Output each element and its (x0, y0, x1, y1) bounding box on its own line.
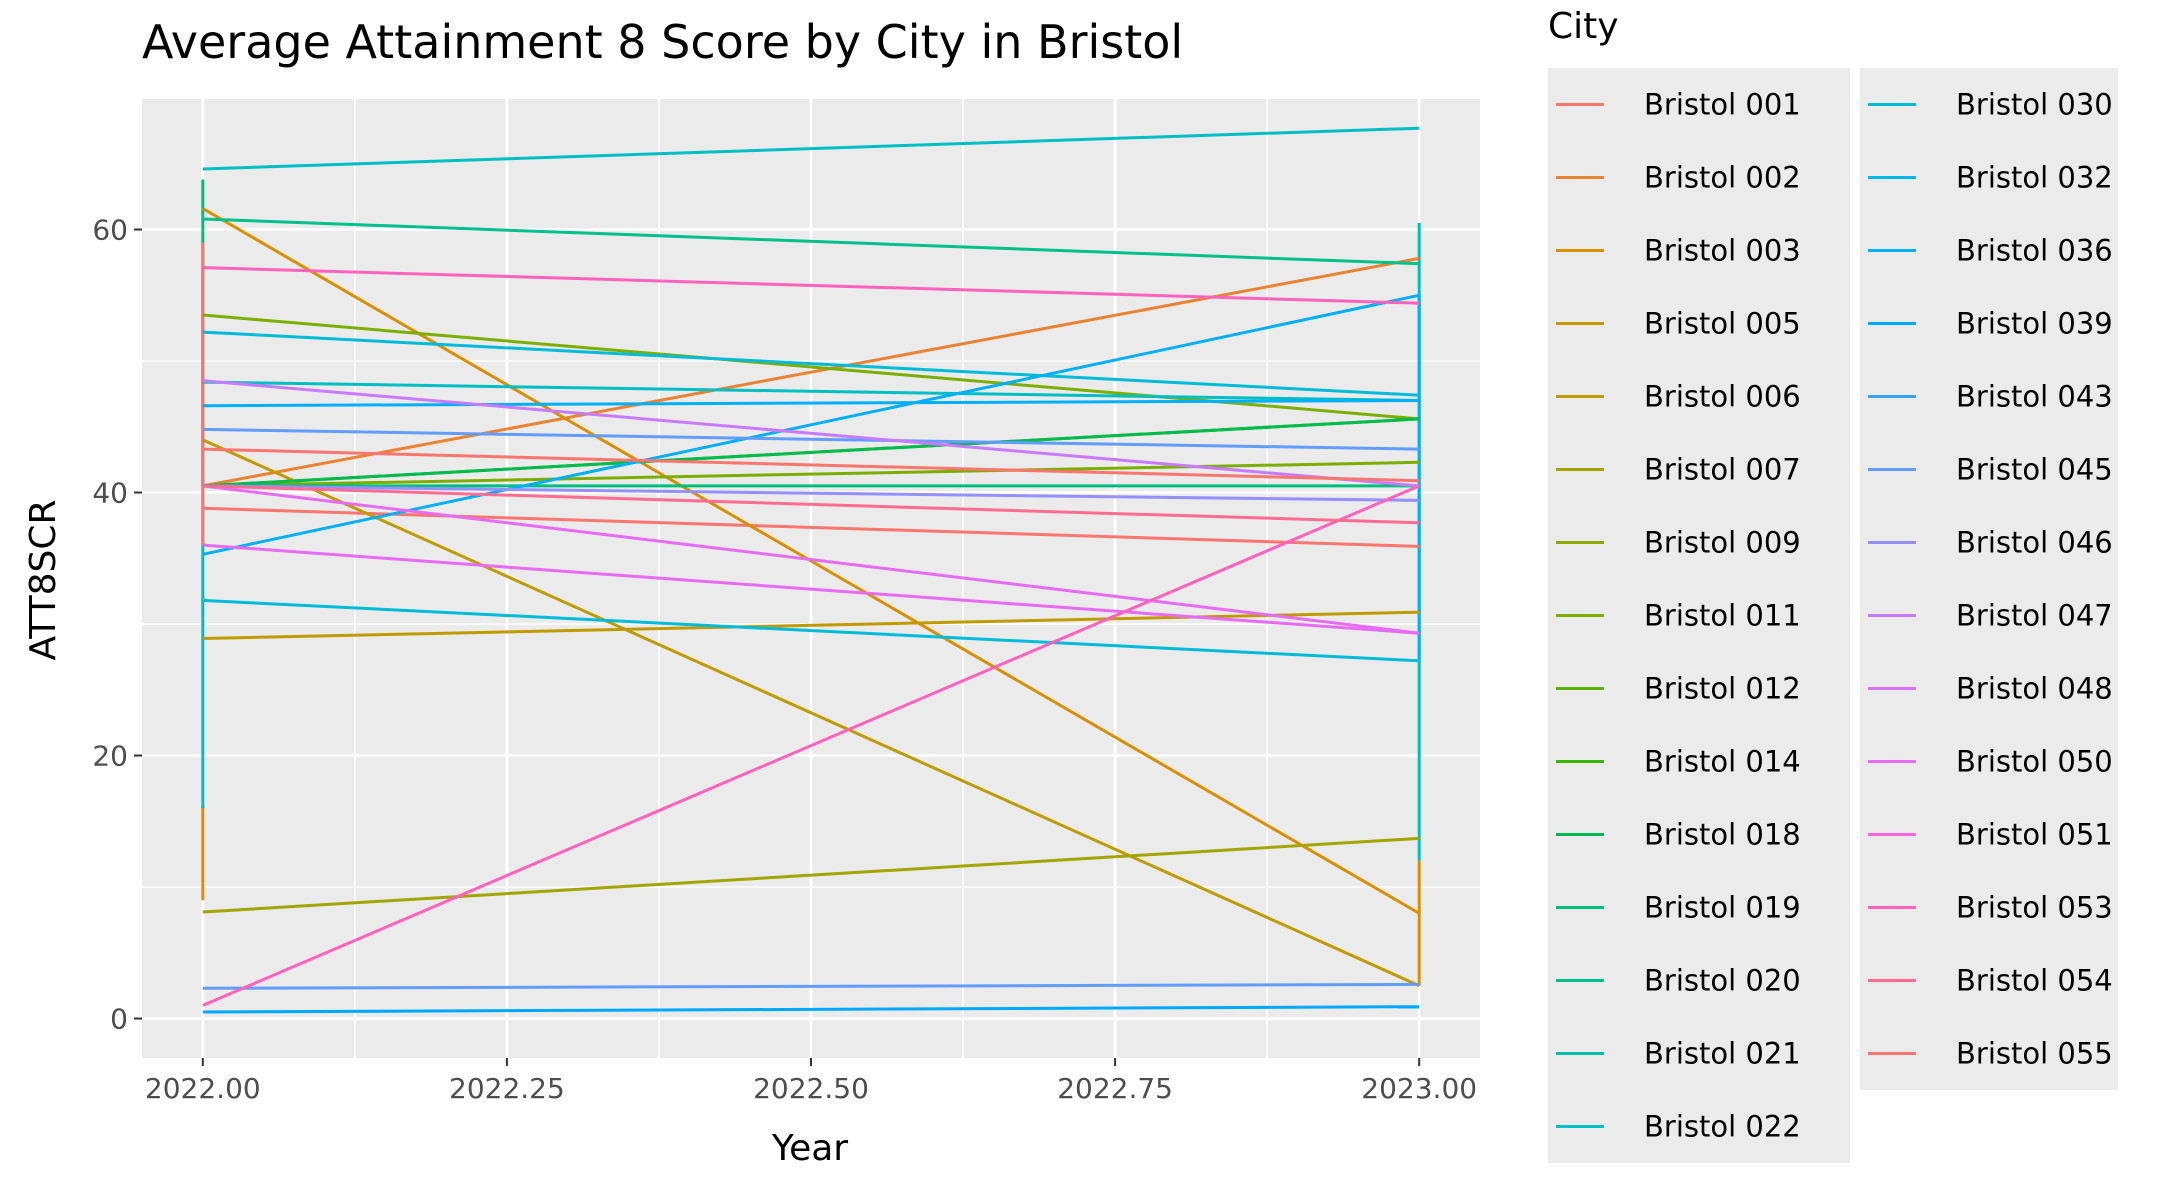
legend-label: Bristol 054 (1956, 964, 2113, 998)
legend-label: Bristol 006 (1644, 380, 1801, 414)
series-line (202, 610, 1420, 640)
series-line (202, 484, 1420, 502)
series-line (202, 484, 1420, 635)
legend-label: Bristol 011 (1644, 599, 1801, 633)
series-line (202, 330, 1420, 397)
series-line (202, 484, 1420, 525)
legend-label: Bristol 036 (1956, 234, 2113, 268)
x-tick-label: 2022.50 (753, 1072, 869, 1105)
y-tick-label: 40 (92, 477, 128, 510)
y-axis-title: ATT8SCR (23, 499, 64, 660)
series-line (202, 399, 1420, 408)
legend-label: Bristol 032 (1956, 161, 2113, 195)
x-tick-label: 2022.75 (1057, 1072, 1173, 1105)
legend: City Bristol 001 Bristol 002 Bristol 003 Br… (1548, 6, 2118, 1163)
series-line (202, 1005, 1420, 1014)
series-line (202, 982, 1420, 990)
legend-label: Bristol 020 (1644, 964, 1801, 998)
series-line (202, 484, 1420, 1007)
x-tick-label: 2023.00 (1361, 1072, 1477, 1105)
series-line (202, 427, 1420, 451)
legend-label: Bristol 005 (1644, 307, 1801, 341)
legend-label: Bristol 007 (1644, 453, 1801, 487)
series-line (202, 217, 1420, 266)
legend-label: Bristol 051 (1956, 818, 2113, 852)
legend-label: Bristol 053 (1956, 891, 2113, 925)
legend-title: City (1548, 6, 1619, 47)
legend-label: Bristol 046 (1956, 526, 2113, 560)
axes: 2022.00 2022.25 2022.50 2022.75 2023.00 0 20 40… (92, 214, 1477, 1105)
x-tick-label: 2022.00 (145, 1072, 261, 1105)
legend-label: Bristol 019 (1644, 891, 1801, 925)
legend-label: Bristol 043 (1956, 380, 2113, 414)
legend-label: Bristol 055 (1956, 1037, 2113, 1071)
legend-label: Bristol 048 (1956, 672, 2113, 706)
series-line (202, 506, 1420, 548)
series-line (202, 460, 1420, 488)
legend-label: Bristol 001 (1644, 88, 1801, 122)
legend-label: Bristol 047 (1956, 599, 2113, 633)
series-line (202, 266, 1420, 305)
legend-label: Bristol 022 (1644, 1110, 1801, 1144)
legend-label: Bristol 030 (1956, 88, 2113, 122)
series-line (202, 438, 1420, 988)
legend-key-background (1860, 68, 2118, 1090)
legend-label: Bristol 002 (1644, 161, 1801, 195)
series-line (202, 379, 1420, 488)
series-line (202, 836, 1420, 914)
legend-label: Bristol 012 (1644, 672, 1801, 706)
series-line (202, 598, 1420, 663)
y-tick-label: 0 (110, 1003, 128, 1036)
x-tick-label: 2022.25 (449, 1072, 565, 1105)
legend-label: Bristol 045 (1956, 453, 2113, 487)
legend-label: Bristol 009 (1644, 526, 1801, 560)
legend-label: Bristol 018 (1644, 818, 1801, 852)
x-axis-title: Year (771, 1128, 848, 1169)
series-line (202, 380, 1420, 402)
series-line (202, 543, 1420, 635)
series-lines (201, 126, 1421, 1014)
y-tick-label: 20 (92, 740, 128, 773)
legend-label: Bristol 021 (1644, 1037, 1801, 1071)
chart-title: Average Attainment 8 Score by City in Br… (142, 15, 1183, 69)
y-tick-label: 60 (92, 214, 128, 247)
series-line (202, 417, 1420, 488)
legend-label: Bristol 014 (1644, 745, 1801, 779)
legend-label: Bristol 039 (1956, 307, 2113, 341)
series-line (202, 126, 1420, 171)
legend-label: Bristol 050 (1956, 745, 2113, 779)
legend-label: Bristol 003 (1644, 234, 1801, 268)
series-line (202, 447, 1420, 483)
